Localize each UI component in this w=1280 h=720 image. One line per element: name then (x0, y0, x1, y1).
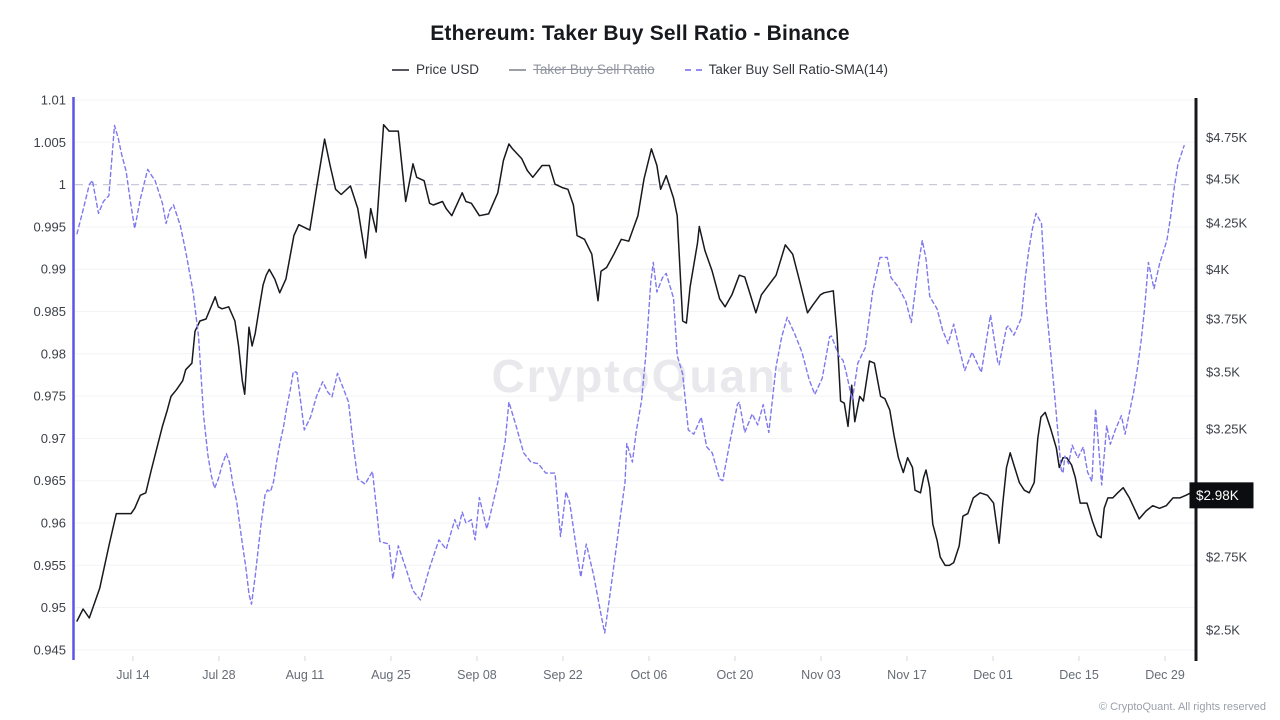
svg-text:Dec 15: Dec 15 (1059, 668, 1099, 682)
svg-text:0.985: 0.985 (33, 304, 66, 319)
ratio-line-swatch-icon (509, 68, 527, 71)
svg-text:0.96: 0.96 (41, 516, 66, 531)
series-lines (76, 123, 1192, 634)
svg-text:0.965: 0.965 (33, 473, 66, 488)
svg-text:Nov 03: Nov 03 (801, 668, 841, 682)
svg-text:Aug 11: Aug 11 (286, 668, 325, 682)
svg-text:Dec 29: Dec 29 (1145, 668, 1185, 682)
svg-text:0.95: 0.95 (41, 600, 66, 615)
svg-text:Oct 06: Oct 06 (631, 668, 668, 682)
svg-text:$3.25K: $3.25K (1206, 421, 1248, 436)
svg-text:0.995: 0.995 (33, 219, 66, 234)
svg-text:Aug 25: Aug 25 (371, 668, 411, 682)
last-price-badge: $2.98K (1189, 482, 1254, 509)
svg-text:$2.5K: $2.5K (1206, 623, 1240, 638)
left-axis-labels: 1.01 1.005 1 0.995 0.99 0.985 0.98 0.975 0.97 0.9… (33, 93, 66, 658)
svg-text:0.99: 0.99 (41, 262, 66, 277)
legend-label: Taker Buy Sell Ratio-SMA(14) (708, 62, 888, 77)
price-line-swatch-icon (392, 68, 410, 71)
svg-text:$2.98K: $2.98K (1196, 488, 1239, 503)
svg-text:$4.5K: $4.5K (1206, 172, 1240, 187)
svg-text:Sep 22: Sep 22 (543, 668, 583, 682)
legend-item-price-usd[interactable]: Price USD (392, 62, 479, 77)
svg-text:$2.75K: $2.75K (1206, 549, 1248, 564)
svg-text:0.945: 0.945 (33, 642, 66, 657)
svg-text:0.955: 0.955 (33, 558, 66, 573)
x-axis-labels: Jul 14 Jul 28 Aug 11 Aug 25 Sep 08 Sep 22 Oct … (116, 656, 1185, 682)
svg-text:Jul 28: Jul 28 (202, 668, 235, 682)
svg-text:Sep 08: Sep 08 (457, 668, 497, 682)
legend-item-taker-buy-sell-ratio-sma[interactable]: Taker Buy Sell Ratio-SMA(14) (684, 62, 888, 77)
svg-text:0.98: 0.98 (41, 346, 66, 361)
svg-text:$4K: $4K (1206, 262, 1229, 277)
svg-text:Dec 01: Dec 01 (973, 668, 1013, 682)
svg-text:Jul 14: Jul 14 (116, 668, 149, 682)
svg-text:1.01: 1.01 (41, 93, 66, 108)
svg-text:Nov 17: Nov 17 (887, 668, 927, 682)
axis-lines (72, 97, 1198, 661)
svg-text:0.975: 0.975 (33, 389, 66, 404)
legend-label: Price USD (416, 62, 480, 77)
sma-line-swatch-icon (684, 68, 702, 71)
svg-text:$3.75K: $3.75K (1206, 311, 1248, 326)
svg-text:$4.75K: $4.75K (1206, 130, 1248, 145)
legend: Price USD Taker Buy Sell Ratio Taker Buy… (0, 62, 1280, 77)
svg-text:1.005: 1.005 (33, 135, 66, 150)
svg-text:0.97: 0.97 (41, 431, 66, 446)
svg-text:Oct 20: Oct 20 (717, 668, 754, 682)
svg-text:$4.25K: $4.25K (1206, 215, 1248, 230)
page-title: Ethereum: Taker Buy Sell Ratio - Binance (430, 22, 850, 45)
watermark: CryptoQuant (491, 350, 794, 402)
svg-text:$3.5K: $3.5K (1206, 364, 1240, 379)
copyright-notice: © CryptoQuant. All rights reserved (1098, 701, 1266, 713)
right-axis-labels: $4.75K $4.5K $4.25K $4K $3.75K $3.5K $3.25K $2.… (1206, 130, 1248, 638)
legend-label: Taker Buy Sell Ratio (533, 62, 655, 77)
svg-text:1: 1 (59, 177, 66, 192)
legend-item-taker-buy-sell-ratio[interactable]: Taker Buy Sell Ratio (509, 62, 655, 77)
